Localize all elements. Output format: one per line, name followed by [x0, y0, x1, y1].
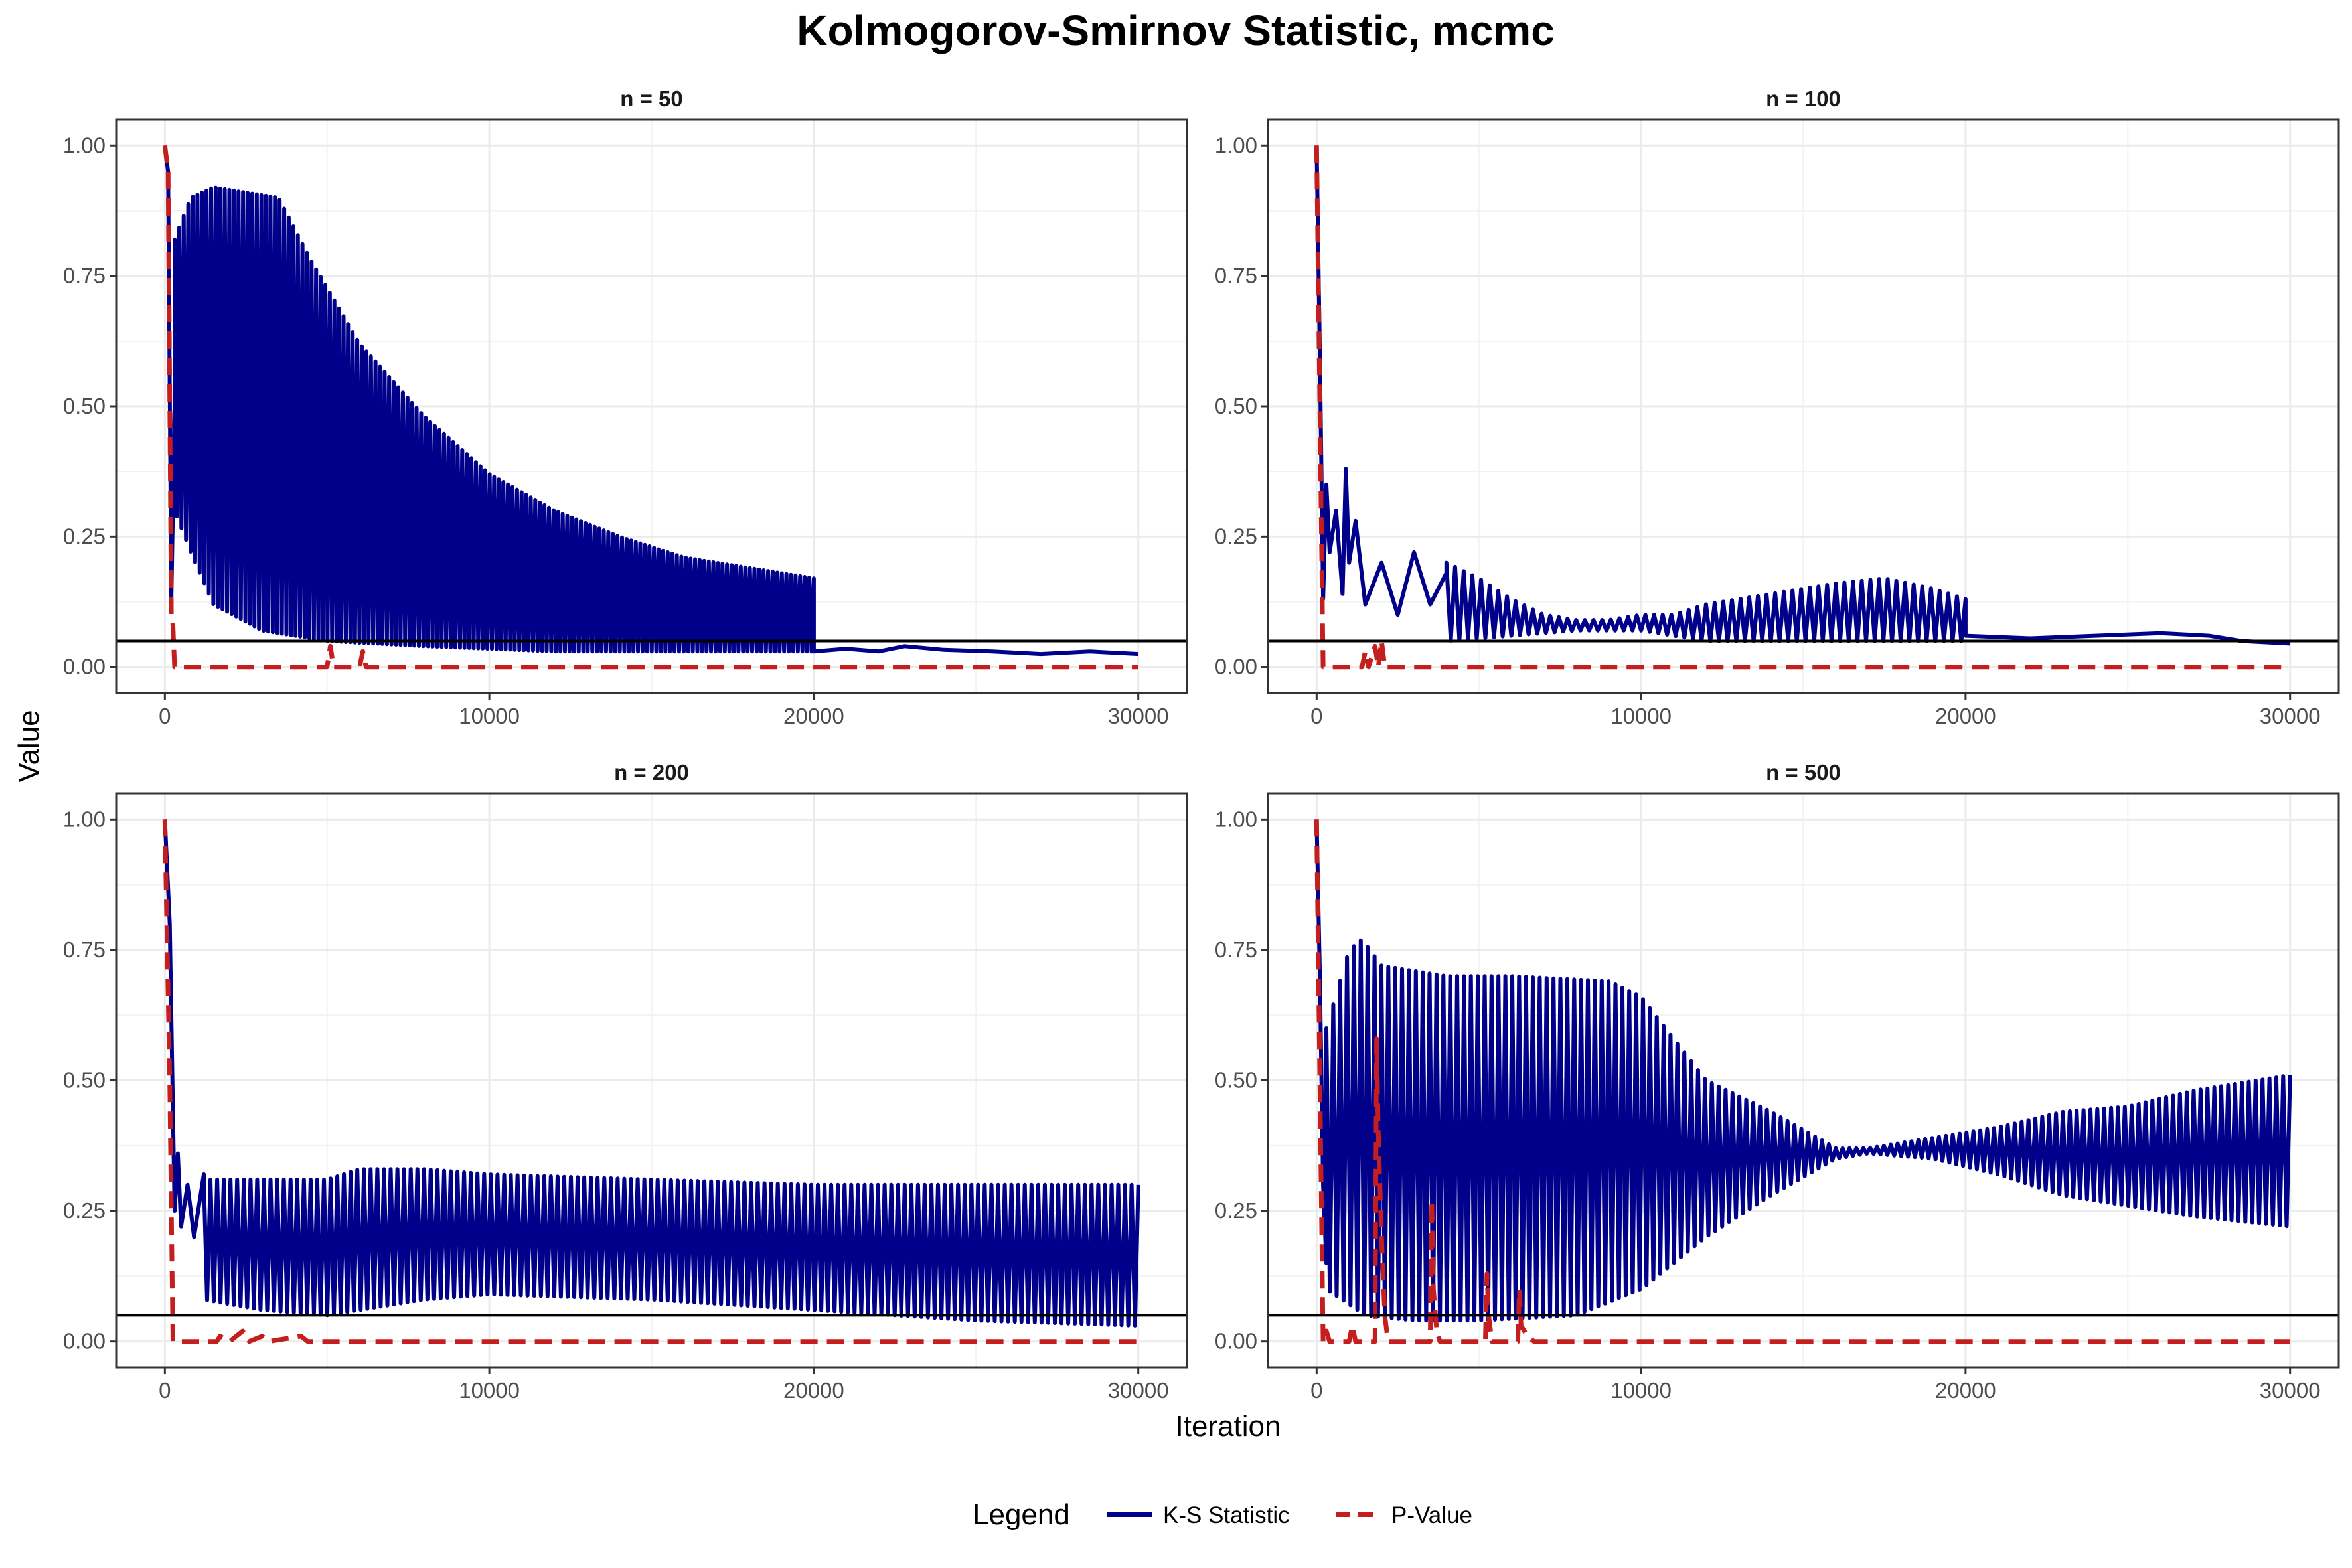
- y-tick-label: 1.00: [1215, 133, 1257, 157]
- x-tick-label: 0: [159, 704, 171, 728]
- x-tick-label: 0: [1310, 704, 1322, 728]
- p-value-line: [162, 819, 1138, 1344]
- x-tick-label: 30000: [1108, 1378, 1169, 1403]
- facet-strip-label: n = 500: [1766, 760, 1841, 785]
- y-axis-title: Value: [13, 710, 45, 782]
- x-tick-label: 20000: [783, 704, 844, 728]
- legend-label-ks-statistic: K-S Statistic: [1163, 1502, 1290, 1528]
- facet-strip-label: n = 200: [614, 760, 689, 785]
- y-tick-label: 0.00: [1215, 655, 1257, 679]
- y-tick-label: 1.00: [1215, 807, 1257, 831]
- p-value-line: [1314, 145, 2290, 670]
- x-tick-label: 10000: [459, 1378, 520, 1403]
- x-tick-label: 30000: [2260, 704, 2321, 728]
- legend-title: Legend: [973, 1498, 1070, 1531]
- x-tick-label: 20000: [1935, 704, 1996, 728]
- facet-strip-label: n = 50: [620, 86, 682, 111]
- facet-panel: n = 200 0.00 0.25 0.50 0.75 1.00 0 10000 20000 30…: [63, 760, 1188, 1403]
- y-tick-label: 0.75: [1215, 937, 1257, 962]
- x-tick-label: 10000: [1610, 704, 1672, 728]
- legend: Legend K-S Statistic P-Value: [973, 1498, 1472, 1531]
- p-value-line: [1314, 819, 2290, 1344]
- x-tick-label: 30000: [1108, 704, 1169, 728]
- y-tick-label: 0.50: [1215, 1068, 1257, 1093]
- y-tick-label: 0.50: [63, 1068, 106, 1093]
- x-tick-label: 30000: [2260, 1378, 2321, 1403]
- y-tick-label: 0.25: [63, 524, 106, 548]
- y-tick-label: 0.75: [1215, 264, 1257, 288]
- facet-panel: n = 100 0.00 0.25 0.50 0.75 1.00 0 10000 20000 30…: [1215, 86, 2340, 728]
- y-tick-label: 0.75: [63, 264, 106, 288]
- x-tick-label: 10000: [1610, 1378, 1672, 1403]
- y-tick-label: 0.75: [63, 937, 106, 962]
- ks-statistic-line: [163, 819, 1140, 1328]
- p-value-line: [162, 145, 1138, 670]
- ks-statistic-line: [1314, 819, 2292, 1323]
- y-tick-label: 0.00: [1215, 1329, 1257, 1354]
- y-tick-label: 0.00: [63, 655, 106, 679]
- y-tick-label: 1.00: [63, 807, 106, 831]
- y-tick-label: 0.25: [1215, 1198, 1257, 1223]
- x-tick-label: 20000: [1935, 1378, 1996, 1403]
- x-tick-label: 10000: [459, 704, 520, 728]
- y-tick-label: 0.25: [63, 1198, 106, 1223]
- facet-strip-label: n = 100: [1766, 86, 1841, 111]
- y-tick-label: 1.00: [63, 133, 106, 157]
- legend-label-p-value: P-Value: [1391, 1502, 1472, 1528]
- facet-panel: n = 50 0.00 0.25 0.50 0.75 1.00 0 10000 20000 300…: [63, 86, 1188, 728]
- y-tick-label: 0.50: [63, 394, 106, 418]
- ks-statistic-line: [1314, 145, 2290, 646]
- facet-panels: n = 50 0.00 0.25 0.50 0.75 1.00 0 10000 20000 300…: [63, 86, 2340, 1403]
- x-tick-label: 20000: [783, 1378, 844, 1403]
- y-tick-label: 0.25: [1215, 524, 1257, 548]
- y-tick-label: 0.50: [1215, 394, 1257, 418]
- x-tick-label: 0: [1310, 1378, 1322, 1403]
- chart-title: Kolmogorov-Smirnov Statistic, mcmc: [797, 7, 1555, 54]
- facet-panel: n = 500 0.00 0.25 0.50 0.75 1.00 0 10000 20000 30…: [1215, 760, 2340, 1403]
- ks-statistic-line: [163, 145, 1138, 657]
- y-tick-label: 0.00: [63, 1329, 106, 1354]
- x-tick-label: 0: [159, 1378, 171, 1403]
- x-axis-title: Iteration: [1176, 1410, 1281, 1443]
